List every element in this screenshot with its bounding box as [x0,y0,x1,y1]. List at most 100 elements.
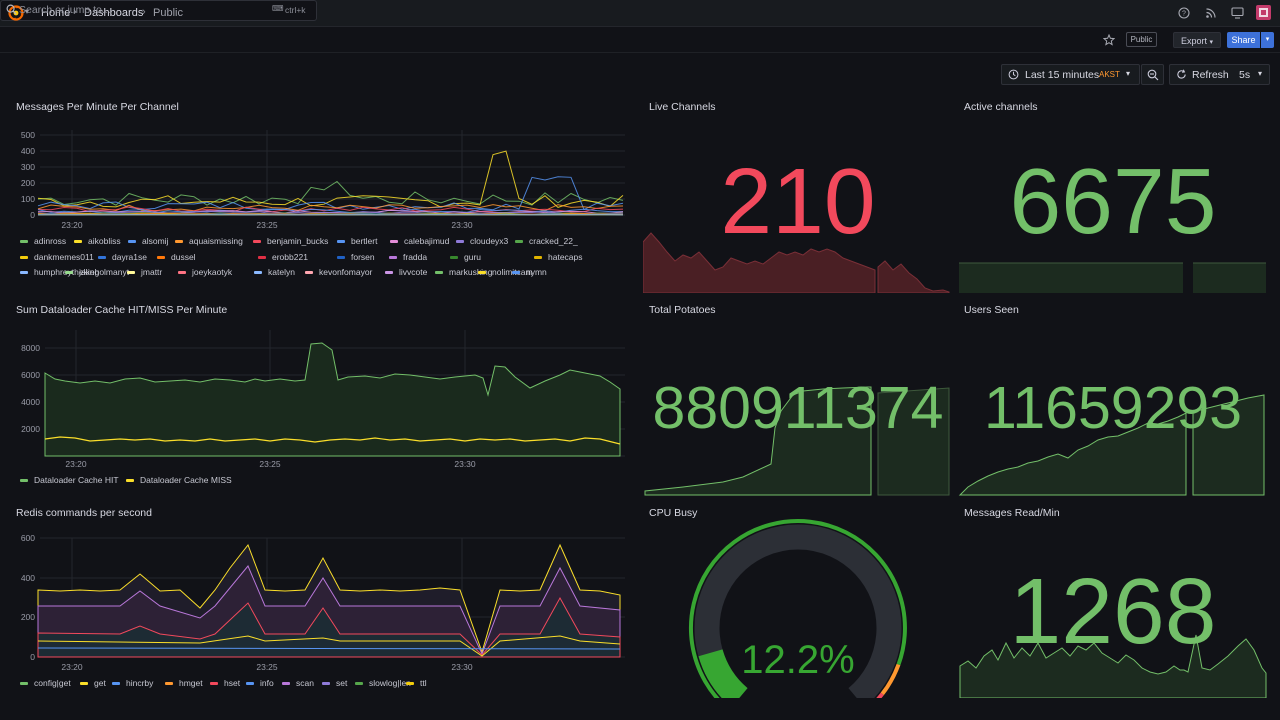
search-input[interactable]: Search or jump to... ⌨ ctrl+k [0,0,317,21]
panel-title[interactable]: Total Potatoes [649,304,716,316]
refresh-icon [1177,69,1186,79]
rss-news-icon[interactable] [1205,7,1217,19]
legend-swatch [98,256,106,260]
legend-item[interactable]: bertlert [337,236,377,246]
legend-item[interactable]: get [80,678,106,688]
panel-total-potatoes: Total Potatoes 880911374 [643,295,953,496]
legend-item[interactable]: dayra1se [98,252,147,262]
legend-item[interactable]: slowlog|len [355,678,411,688]
time-range-picker[interactable]: Last 15 minutes AKST ▾ [1001,64,1140,85]
legend-item[interactable]: config|get [20,678,71,688]
axis-tick-label: 200 [21,612,35,622]
legend-item[interactable]: forsen [337,252,375,262]
legend-item[interactable]: livvcote [385,267,427,277]
user-avatar[interactable] [1256,5,1271,20]
refresh-picker[interactable]: Refresh 5s ▾ [1169,64,1270,85]
axis-tick-label: 23:30 [454,459,476,469]
panel-title[interactable]: Users Seen [964,304,1019,316]
legend-item[interactable]: cloudeyx3 [456,236,508,246]
axis-tick-label: 4000 [21,397,40,407]
legend-swatch [456,240,464,244]
chevron-down-icon: ▾ [1209,39,1214,46]
star-icon[interactable] [1103,34,1115,46]
legend-item[interactable]: Dataloader Cache MISS [126,475,232,485]
legend-swatch [435,271,443,275]
legend-label: jmattr [141,267,163,277]
legend-item[interactable]: hset [210,678,240,688]
legend-item[interactable]: katelyn [254,267,295,277]
legend-item[interactable]: erobb221 [258,252,308,262]
legend-item[interactable]: jakeholmanyt [65,267,129,277]
axis-tick-label: 8000 [21,343,40,353]
legend-item[interactable]: set [322,678,347,688]
legend-item[interactable]: alsomij [128,236,168,246]
legend-item[interactable]: markusking [435,267,492,277]
stat-value: 210 [720,149,876,253]
legend-item[interactable]: fradda [389,252,427,262]
legend-swatch [210,682,218,686]
legend-swatch [20,271,28,275]
users-seen-sparkline [958,394,1265,496]
breadcrumb-home[interactable]: Home [41,7,71,19]
legend-label: adinross [34,236,67,246]
panel-title[interactable]: Redis commands per second [16,507,152,519]
panel-title[interactable]: Messages Read/Min [964,507,1060,519]
search-icon [6,4,17,15]
legend-item[interactable]: kevonfomayor [305,267,372,277]
help-icon[interactable]: ? [1178,7,1190,19]
legend-label: set [336,678,348,688]
legend-item[interactable]: scan [282,678,314,688]
panel-title[interactable]: Live Channels [649,101,716,113]
axis-tick-label: 23:30 [451,220,473,230]
chevron-down-icon: ▾ [1258,69,1263,78]
grafana-logo-icon[interactable] [8,5,24,21]
legend-item[interactable]: info [246,678,274,688]
export-button[interactable]: Export ▾ [1173,32,1221,48]
legend-item[interactable]: dussel [157,252,196,262]
panel-title[interactable]: Active channels [964,101,1038,113]
legend-swatch [128,240,136,244]
breadcrumb-current: Public [153,7,183,19]
legend-item[interactable]: calebajimud [390,236,449,246]
kiosk-monitor-icon[interactable] [1231,7,1244,19]
legend-swatch [322,682,330,686]
refresh-label: Refresh [1192,69,1229,81]
zoom-out-button[interactable] [1141,64,1164,85]
breadcrumb-dashboards[interactable]: Dashboards [84,7,144,19]
share-chevron-down-icon[interactable]: ▾ [1261,32,1274,48]
stat-value: 1268 [1009,559,1217,663]
legend-item[interactable]: hincrby [112,678,153,688]
legend-label: aikobliss [88,236,121,246]
panel-messages-read: Messages Read/Min 1268 [958,498,1268,698]
legend-item[interactable]: hmget [165,678,203,688]
legend-item[interactable]: adinross [20,236,66,246]
legend-item[interactable]: ttl [406,678,427,688]
panel-title[interactable]: Messages Per Minute Per Channel [16,101,179,113]
legend-item[interactable]: aikobliss [74,236,121,246]
legend-swatch [178,271,186,275]
legend-item[interactable]: jmattr [127,267,162,277]
legend-item[interactable]: joeykaotyk [178,267,232,277]
series-line [37,210,624,215]
series-line [37,180,624,206]
panel-title[interactable]: Sum Dataloader Cache HIT/MISS Per Minute [16,304,228,316]
panel-title[interactable]: CPU Busy [649,507,698,519]
gauge-threshold-critical [876,692,884,698]
axis-tick-label: 23:20 [61,662,83,672]
share-button[interactable]: Share [1227,32,1260,48]
legend-swatch [406,682,414,686]
legend-item[interactable]: Dataloader Cache HIT [20,475,119,485]
legend-item[interactable]: dankmemes011 [20,252,94,262]
legend-label: ttl [420,678,427,688]
legend-item[interactable]: hatecaps [534,252,583,262]
panel-cpu-busy: CPU Busy 12.2% [643,498,953,698]
legend-swatch [337,240,345,244]
axis-tick-label: 600 [21,533,35,543]
legend-label: fradda [403,252,428,262]
logo-chevron-down-icon[interactable]: ▾ [25,7,30,16]
legend-item[interactable]: cracked_22_ [515,236,578,246]
legend-item[interactable]: aquaismissing [175,236,243,246]
legend-item[interactable]: benjamin_bucks [253,236,328,246]
legend-item[interactable]: guru [450,252,481,262]
legend-item[interactable]: nymn [512,267,547,277]
